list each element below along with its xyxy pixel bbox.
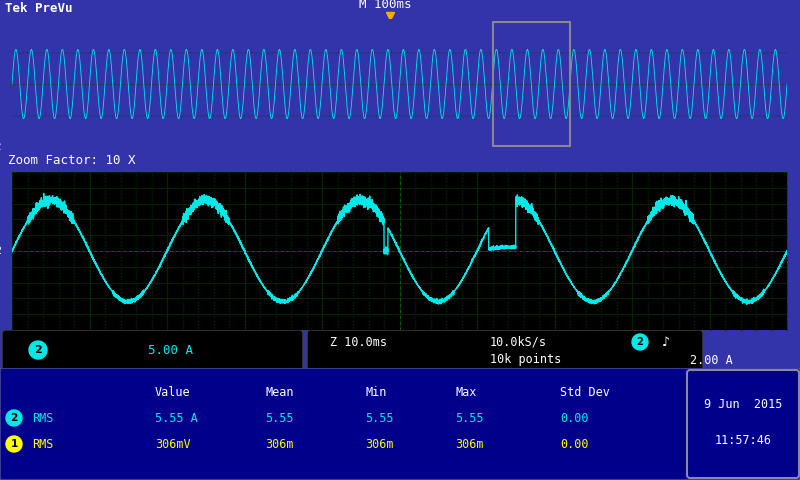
Text: 5.55: 5.55 bbox=[365, 411, 394, 424]
Text: 11:57:46: 11:57:46 bbox=[714, 433, 771, 446]
Polygon shape bbox=[6, 436, 22, 452]
Polygon shape bbox=[6, 410, 22, 426]
Text: 306m: 306m bbox=[365, 437, 394, 451]
Text: 2: 2 bbox=[0, 246, 2, 256]
Text: 1: 1 bbox=[10, 439, 18, 449]
Text: 10.0kS/s: 10.0kS/s bbox=[490, 336, 547, 348]
Text: 0.00: 0.00 bbox=[560, 411, 589, 424]
FancyBboxPatch shape bbox=[0, 368, 800, 480]
Polygon shape bbox=[632, 334, 648, 350]
FancyBboxPatch shape bbox=[307, 330, 703, 370]
Text: Min: Min bbox=[365, 385, 386, 398]
Text: 2: 2 bbox=[34, 345, 42, 355]
Text: M 100ms: M 100ms bbox=[358, 0, 411, 11]
Bar bbox=[493, 22, 570, 146]
Text: 2: 2 bbox=[0, 142, 2, 152]
Text: 306m: 306m bbox=[265, 437, 294, 451]
Text: 10k points: 10k points bbox=[490, 353, 562, 367]
Text: RMS: RMS bbox=[32, 411, 54, 424]
Text: Std Dev: Std Dev bbox=[560, 385, 610, 398]
Text: 2.00 A: 2.00 A bbox=[690, 353, 733, 367]
Text: Value: Value bbox=[155, 385, 190, 398]
Text: Mean: Mean bbox=[265, 385, 294, 398]
Text: 2: 2 bbox=[10, 413, 18, 423]
Text: 5.55: 5.55 bbox=[265, 411, 294, 424]
Text: RMS: RMS bbox=[32, 437, 54, 451]
Text: 306m: 306m bbox=[455, 437, 483, 451]
Text: 5.55 A: 5.55 A bbox=[155, 411, 198, 424]
FancyBboxPatch shape bbox=[2, 330, 303, 370]
Text: 5.55: 5.55 bbox=[455, 411, 483, 424]
Text: Zoom Factor: 10 X: Zoom Factor: 10 X bbox=[8, 154, 135, 167]
Text: 9 Jun  2015: 9 Jun 2015 bbox=[704, 397, 782, 410]
Text: 2: 2 bbox=[637, 337, 643, 347]
Polygon shape bbox=[29, 341, 47, 359]
Text: ♪: ♪ bbox=[662, 336, 670, 348]
Text: Z 10.0ms: Z 10.0ms bbox=[330, 336, 387, 348]
FancyBboxPatch shape bbox=[687, 370, 799, 478]
Text: Tek PreVu: Tek PreVu bbox=[5, 2, 73, 15]
Text: Max: Max bbox=[455, 385, 476, 398]
Text: 0.00: 0.00 bbox=[560, 437, 589, 451]
Text: 306mV: 306mV bbox=[155, 437, 190, 451]
Text: 5.00 A: 5.00 A bbox=[147, 344, 193, 357]
